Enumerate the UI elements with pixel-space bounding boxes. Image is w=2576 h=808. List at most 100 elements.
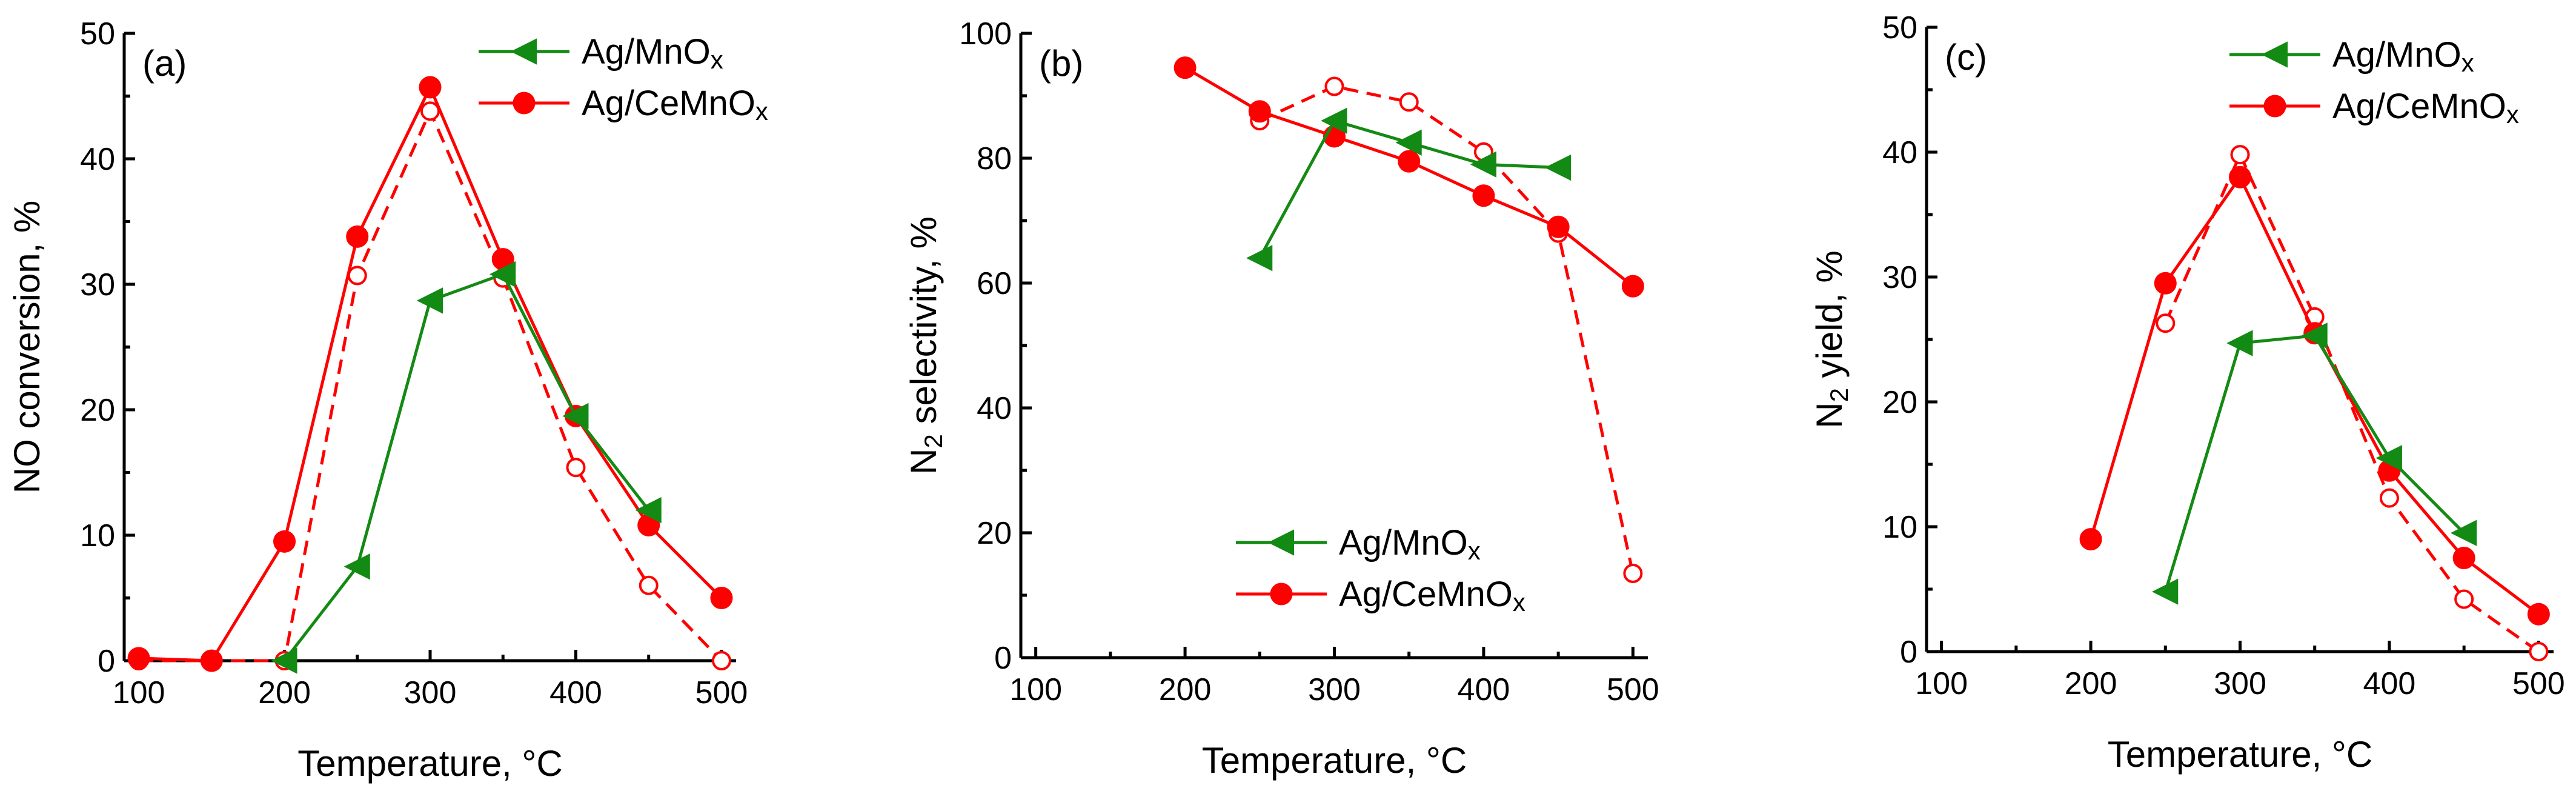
data-point [2230, 145, 2250, 165]
legend-marker [2261, 41, 2288, 68]
x-tick-label: 100 [1009, 672, 1062, 707]
panel-c: 100 200 300 400 500 0 10 20 30 40 50 Temperature, °… [1809, 10, 2565, 775]
legend-marker [1267, 529, 1294, 556]
data-point [200, 649, 223, 672]
data-point [711, 651, 731, 670]
y-tick-label: 20 [977, 516, 1012, 551]
data-point [710, 587, 733, 609]
data-point [2156, 313, 2176, 333]
data-point [271, 647, 297, 674]
x-tick-label: 100 [113, 675, 165, 710]
data-point [346, 225, 369, 248]
data-point [2379, 488, 2399, 508]
series-line [2163, 151, 2540, 653]
data-point [127, 647, 150, 670]
legend-marker [2263, 95, 2286, 118]
legend-label: Ag/CeMnOx [1339, 575, 1525, 616]
y-tick-label: 30 [80, 267, 115, 302]
series-ag-cemnox [1173, 56, 1644, 298]
data-point [2375, 445, 2402, 472]
data-point [2301, 322, 2328, 349]
series-line [139, 107, 723, 663]
data-point [2527, 603, 2550, 626]
data-point [2454, 589, 2474, 609]
data-point [2529, 642, 2549, 661]
panel-label: (c) [1945, 37, 1987, 78]
y-axis-title: N2 yield, % [1809, 250, 1853, 428]
x-tick-label: 300 [1308, 672, 1361, 707]
series-ag-cemnox-dashed- [2156, 145, 2549, 661]
data-point [490, 261, 516, 288]
data-point [1395, 129, 1422, 156]
data-point [273, 530, 296, 553]
panel-label: (a) [142, 43, 187, 84]
data-point [2226, 330, 2253, 356]
panel-a: 100 200 300 400 500 0 10 20 30 40 50 Temperature, °… [7, 16, 768, 784]
series-line [138, 83, 723, 663]
x-tick-label: 200 [258, 675, 311, 710]
y-tick-label: 50 [80, 16, 115, 52]
y-tick-label: 40 [977, 391, 1012, 426]
data-point [1399, 92, 1419, 112]
data-point [1621, 275, 1644, 298]
y-tick-label: 40 [80, 142, 115, 177]
x-tick-label: 400 [549, 675, 602, 710]
data-point [639, 575, 659, 595]
data-point [1398, 150, 1421, 173]
y-tick-label: 0 [98, 644, 115, 679]
data-point [1547, 215, 1570, 238]
x-tick-label: 100 [1915, 666, 1968, 701]
data-point [2079, 528, 2102, 551]
data-point [1246, 245, 1273, 272]
data-point [2450, 519, 2477, 546]
data-point [2152, 578, 2179, 605]
data-point [1544, 154, 1572, 181]
data-point [566, 458, 586, 478]
y-tick-label: 0 [1900, 635, 1917, 670]
data-point [2452, 547, 2475, 569]
y-tick-label: 50 [1882, 10, 1917, 45]
x-tick-label: 500 [1607, 672, 1659, 707]
panel-b: 100 200 300 400 500 0 20 40 60 80 100 Temperature, … [903, 16, 1659, 781]
data-point [347, 265, 367, 285]
y-tick-label: 40 [1882, 135, 1917, 170]
series-ag-mnox [271, 261, 662, 674]
y-tick-label: 30 [1882, 260, 1917, 295]
data-point [1324, 76, 1344, 96]
legend-label: Ag/CeMnOx [582, 84, 768, 125]
data-point [635, 496, 662, 524]
data-point [1470, 151, 1496, 178]
y-tick-label: 80 [977, 141, 1012, 176]
series-ag-cemnox [2079, 165, 2550, 626]
x-tick-label: 200 [2065, 666, 2117, 701]
series-line [2089, 174, 2540, 616]
y-tick-label: 60 [977, 266, 1012, 301]
series-ag-cemnox-dashed- [129, 101, 731, 670]
legend: Ag/MnOx Ag/CeMnOx [1236, 523, 1525, 616]
legend-marker [513, 92, 536, 115]
data-point [1623, 563, 1643, 583]
x-tick-label: 500 [2512, 666, 2565, 701]
data-point [420, 101, 440, 121]
y-tick-label: 0 [994, 641, 1012, 676]
data-point [562, 402, 589, 429]
y-tick-label: 10 [80, 518, 115, 553]
x-tick-label: 300 [404, 675, 457, 710]
x-tick-label: 200 [1159, 672, 1212, 707]
y-axis-title: NO conversion, % [7, 201, 47, 494]
x-axis-title: Temperature, °C [297, 743, 563, 784]
data-point [1472, 184, 1495, 207]
panel-label: (b) [1039, 43, 1083, 84]
legend-label: Ag/CeMnOx [2332, 87, 2519, 129]
legend: Ag/MnOx Ag/CeMnOx [2229, 35, 2519, 129]
data-point [1248, 100, 1271, 123]
legend-label: Ag/MnOx [2332, 35, 2474, 77]
series-ag-mnox [2152, 322, 2477, 605]
x-tick-label: 400 [1458, 672, 1510, 707]
data-point [1173, 56, 1197, 79]
y-tick-label: 20 [1882, 385, 1917, 420]
x-tick-label: 400 [2363, 666, 2416, 701]
data-point [2154, 272, 2177, 295]
data-point [419, 76, 442, 99]
